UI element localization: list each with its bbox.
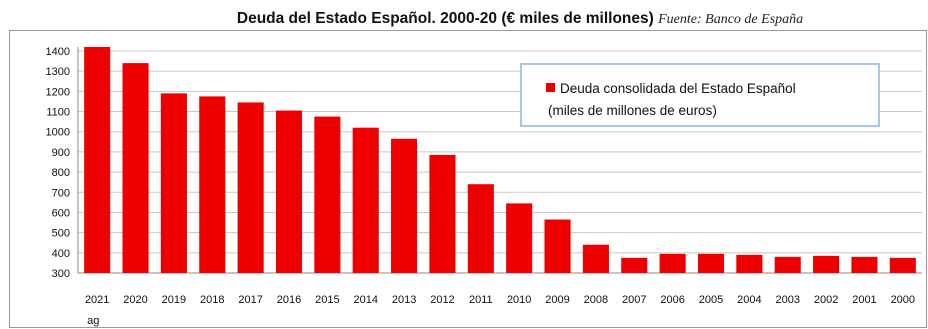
x-tick-label: 2013 — [392, 294, 416, 306]
x-tick-label: 2016 — [277, 294, 301, 306]
bar — [851, 256, 878, 273]
x-tick-label: 2005 — [699, 294, 723, 306]
bar — [84, 46, 111, 273]
bar — [506, 203, 533, 273]
legend-swatch — [546, 83, 555, 92]
x-tick-label: 2012 — [430, 294, 454, 306]
bar — [544, 219, 571, 273]
chart-title: Deuda del Estado Español. 2000-20 (€ mil… — [0, 10, 928, 28]
bar — [160, 93, 187, 273]
bar — [697, 253, 725, 273]
bar — [391, 138, 418, 273]
y-tick-label: 1200 — [46, 86, 70, 98]
x-tick-label: 2017 — [238, 294, 262, 306]
bar — [237, 102, 264, 273]
bar — [275, 110, 303, 273]
bar — [582, 244, 609, 273]
chart-frame — [9, 30, 927, 328]
y-tick-label: 600 — [52, 207, 70, 219]
x-tick-label: 2003 — [775, 294, 799, 306]
bar — [736, 254, 763, 273]
x-tick-label: 2004 — [737, 294, 761, 306]
y-tick-label: 1100 — [46, 107, 70, 119]
legend-label-line-2: (miles de millones de euros) — [548, 103, 717, 118]
bar — [659, 253, 686, 273]
y-tick-label: 1300 — [46, 66, 70, 78]
bar — [467, 184, 494, 273]
x-tick-label: 2010 — [507, 294, 531, 306]
x-tick-label: 2014 — [353, 294, 377, 306]
y-tick-label: 500 — [52, 228, 70, 240]
bar — [314, 116, 341, 273]
x-tick-label: 2021 — [85, 294, 109, 306]
y-tick-label: 900 — [52, 147, 70, 159]
bar — [621, 257, 648, 273]
bar — [774, 256, 801, 273]
x-tick-label: 2001 — [852, 294, 876, 306]
legend-label-line-1: Deuda consolidada del Estado Español — [560, 81, 796, 96]
y-tick-label: 400 — [52, 248, 70, 260]
x-tick-label: 2019 — [162, 294, 186, 306]
bar — [199, 96, 226, 273]
bar — [352, 127, 379, 273]
y-tick-label: 700 — [52, 187, 70, 199]
x-tick-label: 2009 — [545, 294, 569, 306]
y-tick-label: 800 — [52, 167, 70, 179]
y-tick-label: 1400 — [46, 46, 70, 58]
x-tick-label: 2002 — [814, 294, 838, 306]
x-tick-label: 2007 — [622, 294, 646, 306]
x-tick-label: 2011 — [469, 294, 493, 306]
legend: Deuda consolidada del Estado Español (mi… — [520, 63, 880, 127]
x-tick-label: 2015 — [315, 294, 339, 306]
chart-source: Fuente: Banco de España — [658, 12, 804, 27]
x-tick-label: 2006 — [660, 294, 684, 306]
bar — [122, 63, 149, 273]
bar — [813, 255, 840, 273]
x-tick-label: 2000 — [891, 294, 915, 306]
bar — [429, 154, 456, 273]
chart-title-text: Deuda del Estado Español. 2000-20 (€ mil… — [236, 10, 654, 27]
x-tick-label: 2020 — [123, 294, 147, 306]
x-tick-label: 2008 — [584, 294, 608, 306]
y-tick-label: 1000 — [46, 127, 70, 139]
x-tick-sublabel: ag — [87, 315, 99, 327]
y-tick-label: 300 — [52, 268, 70, 280]
bar — [889, 257, 916, 273]
x-tick-label: 2018 — [200, 294, 224, 306]
